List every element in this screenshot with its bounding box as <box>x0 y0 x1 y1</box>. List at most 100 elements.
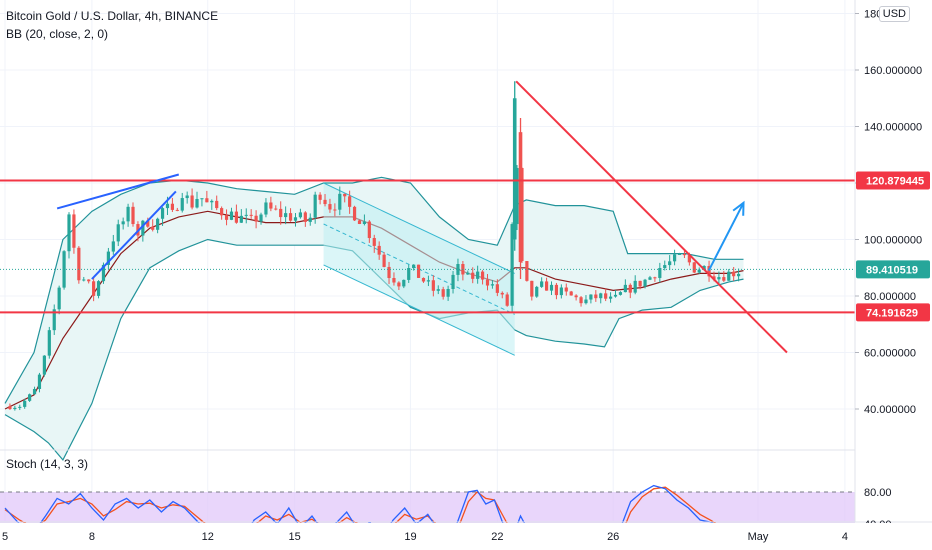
candle-body-148 <box>736 273 741 277</box>
candle-body-25 <box>131 206 135 225</box>
candle-body-32 <box>165 203 170 209</box>
candle-body-2 <box>18 406 22 408</box>
candle-body-3 <box>23 400 27 407</box>
candle-body-69 <box>348 196 352 207</box>
candle-body-75 <box>377 245 381 255</box>
candle-body-34 <box>175 209 179 211</box>
candle-body-73 <box>367 221 371 239</box>
candle-body-87 <box>436 289 440 291</box>
bb-fill <box>5 177 744 460</box>
candle-body-96 <box>480 271 485 280</box>
candle-body-44 <box>224 215 229 220</box>
price-tick-label-0: 180 <box>864 9 882 21</box>
candle-body-107 <box>535 286 539 297</box>
candle-body-128 <box>638 280 642 287</box>
candle-body-134 <box>668 261 672 266</box>
candle-body-85 <box>426 280 431 282</box>
candle-body-31 <box>160 208 165 219</box>
candle-body-15 <box>82 279 86 281</box>
candle-body-72 <box>362 221 367 224</box>
candle-body-79 <box>397 282 401 287</box>
candle-body-39 <box>200 198 204 200</box>
candle-body-17 <box>92 281 96 296</box>
candle-body-71 <box>357 220 362 224</box>
candle-body-102 <box>510 224 514 306</box>
candle-body-114 <box>569 291 573 296</box>
price-badge-1 <box>856 260 930 279</box>
candle-body-46 <box>234 211 239 223</box>
candle-body-119 <box>594 294 598 299</box>
candle-body-22 <box>116 224 120 242</box>
candle-body-74 <box>372 238 376 246</box>
candle-body-65 <box>328 204 332 210</box>
candle-body-140 <box>697 269 701 273</box>
candle-body-124 <box>618 292 623 295</box>
candle-body-27 <box>141 220 145 236</box>
candle-body-83 <box>416 264 421 278</box>
candle-body-66 <box>333 209 337 211</box>
trendlines[interactable] <box>56 80 788 354</box>
candle-body-36 <box>185 195 189 199</box>
candle-body-8 <box>47 330 51 356</box>
candle-body-41 <box>210 200 214 203</box>
candle-body-139 <box>692 262 696 273</box>
time-tick-label-3: 15 <box>288 531 300 543</box>
candle-body-82 <box>412 264 416 269</box>
candle-body-5 <box>32 388 37 395</box>
candle-body-53 <box>269 202 273 209</box>
candle-body-98 <box>490 284 495 286</box>
candle-body-45 <box>229 211 234 220</box>
candle-body-105 <box>525 261 529 281</box>
candle-body-16 <box>87 279 91 282</box>
candle-body-56 <box>284 213 288 218</box>
candle-body-94 <box>471 272 475 279</box>
candle-body-118 <box>589 294 593 300</box>
candle-body-24 <box>126 206 130 222</box>
candle-body-100 <box>500 292 504 295</box>
candle-body-50 <box>254 215 258 222</box>
candle-body-55 <box>279 208 283 218</box>
candle-body-106 <box>530 280 534 297</box>
channel-lower <box>323 264 515 356</box>
candle-body-123 <box>613 294 618 297</box>
bb-indicator-label[interactable]: BB (20, close, 2, 0) <box>6 27 109 41</box>
candle-body-103 <box>515 167 519 225</box>
drop-candle-body <box>518 132 523 263</box>
candle-body-70 <box>352 206 357 221</box>
candle-body-13 <box>72 214 76 248</box>
price-badge-label-0: 120.879445 <box>866 176 924 188</box>
candle-body-141 <box>702 265 706 270</box>
candle-body-88 <box>441 289 445 297</box>
time-tick-label-5: 22 <box>491 531 503 543</box>
candle-body-47 <box>239 215 243 223</box>
currency-button[interactable]: USD <box>878 6 910 22</box>
price-tick-label-5: 80.000000 <box>864 291 916 303</box>
time-tick-label-8: 4 <box>842 531 848 543</box>
time-tick-label-0: 5 <box>2 531 8 543</box>
horizontal-lines[interactable] <box>0 179 855 314</box>
symbol-title[interactable]: Bitcoin Gold / U.S. Dollar, 4h, BINANCE <box>6 9 219 23</box>
candle-body-120 <box>599 293 603 299</box>
candle-body-77 <box>387 266 391 279</box>
candle-body-20 <box>106 251 110 265</box>
trendline-0 <box>56 173 180 210</box>
candle-body-4 <box>28 394 32 401</box>
candle-body-137 <box>682 254 687 256</box>
candle-body-58 <box>293 217 298 221</box>
stoch-tick-label-0: 80.00 <box>864 487 892 499</box>
stoch-indicator-label[interactable]: Stoch (14, 3, 3) <box>6 457 89 471</box>
candle-body-133 <box>663 265 667 269</box>
candle-body-42 <box>215 200 219 209</box>
candle-body-135 <box>672 254 677 262</box>
candle-body-97 <box>485 279 490 286</box>
time-tick-label-2: 12 <box>202 531 214 543</box>
price-badge-label-1: 89.410519 <box>866 264 918 276</box>
candle-body-67 <box>338 193 342 210</box>
candle-body-136 <box>677 254 682 256</box>
candle-body-21 <box>111 241 115 252</box>
candle-body-125 <box>623 284 627 293</box>
candle-body-126 <box>628 284 632 293</box>
candle-body-110 <box>549 284 554 291</box>
